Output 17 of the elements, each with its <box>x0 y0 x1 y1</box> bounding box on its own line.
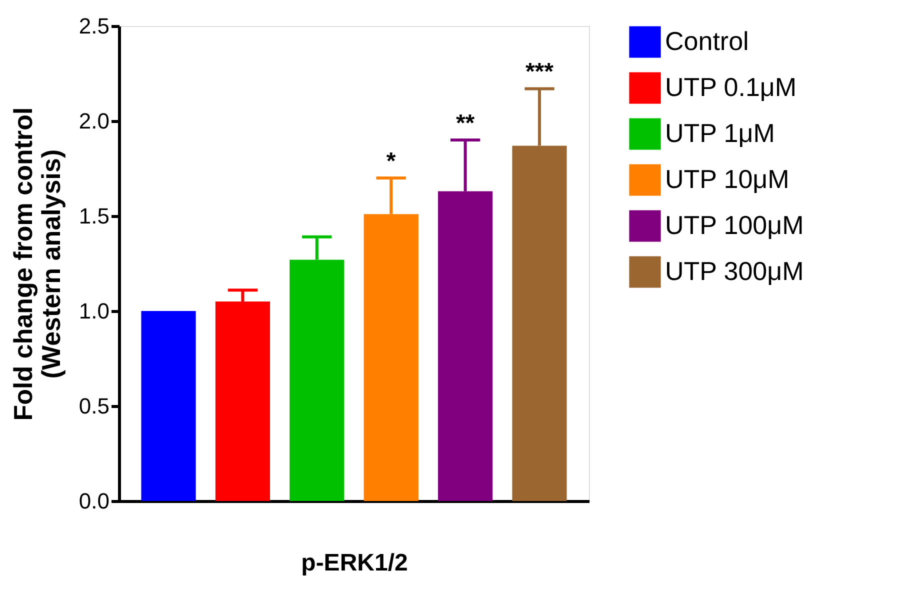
annotation: *** <box>525 58 554 86</box>
legend-label: UTP 10μM <box>665 164 790 194</box>
y-tick-label: 2.0 <box>78 108 110 134</box>
legend-label: UTP 300μM <box>665 256 804 286</box>
annotation: ** <box>456 110 476 137</box>
y-tick-label: 1.0 <box>78 298 110 324</box>
y-tick-label: 2.5 <box>78 14 110 38</box>
legend-label: UTP 100μM <box>665 210 804 240</box>
legend-label: UTP 0.1μM <box>665 72 797 102</box>
y-tick-label: 1.5 <box>78 204 110 228</box>
legend-label: Control <box>665 26 749 56</box>
y-axis-title: Fold change from control (Western analysis) <box>8 107 66 421</box>
annotation: * <box>386 148 396 175</box>
y-tick-label: 0.5 <box>78 394 110 418</box>
legend-label: UTP 1μM <box>665 118 775 148</box>
x-axis-title: p-ERK1/2 <box>301 550 408 576</box>
y-tick-label: 0.0 <box>78 488 110 514</box>
